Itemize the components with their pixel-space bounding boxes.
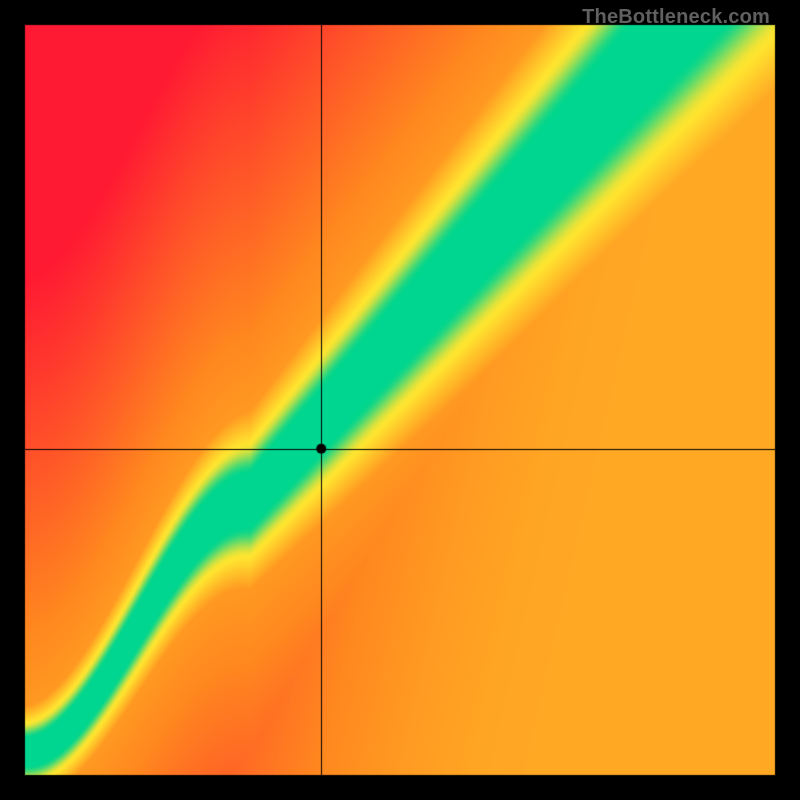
chart-container: TheBottleneck.com (0, 0, 800, 800)
bottleneck-heatmap (0, 0, 800, 800)
watermark-text: TheBottleneck.com (582, 6, 770, 29)
